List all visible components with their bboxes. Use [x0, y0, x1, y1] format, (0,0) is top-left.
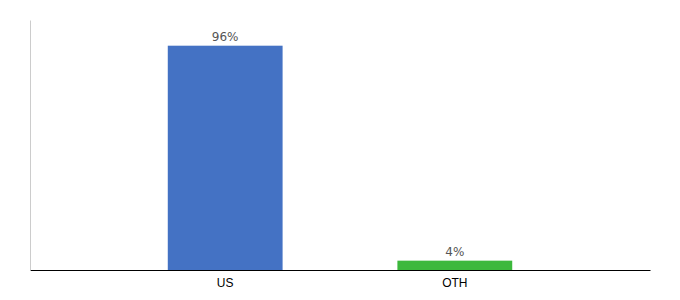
x-tick: US — [217, 276, 234, 290]
data-labels: 96% 4% — [212, 30, 464, 259]
x-axis: US OTH — [31, 271, 651, 290]
y-axis — [30, 21, 31, 271]
bar — [168, 46, 283, 270]
x-tick-label: OTH — [442, 276, 467, 290]
chart-container: 96% 4% US OTH — [0, 0, 680, 300]
chart-svg: 96% 4% US OTH — [0, 0, 680, 300]
x-tick-label: US — [217, 276, 234, 290]
x-tick: OTH — [442, 276, 467, 290]
plot-area: 96% 4% US OTH — [31, 21, 651, 290]
bars — [168, 46, 512, 270]
data-label: 96% — [212, 30, 239, 44]
bar — [397, 261, 512, 270]
y-axis-line — [30, 21, 31, 271]
data-label: 4% — [445, 245, 464, 259]
x-axis-line — [31, 270, 651, 271]
